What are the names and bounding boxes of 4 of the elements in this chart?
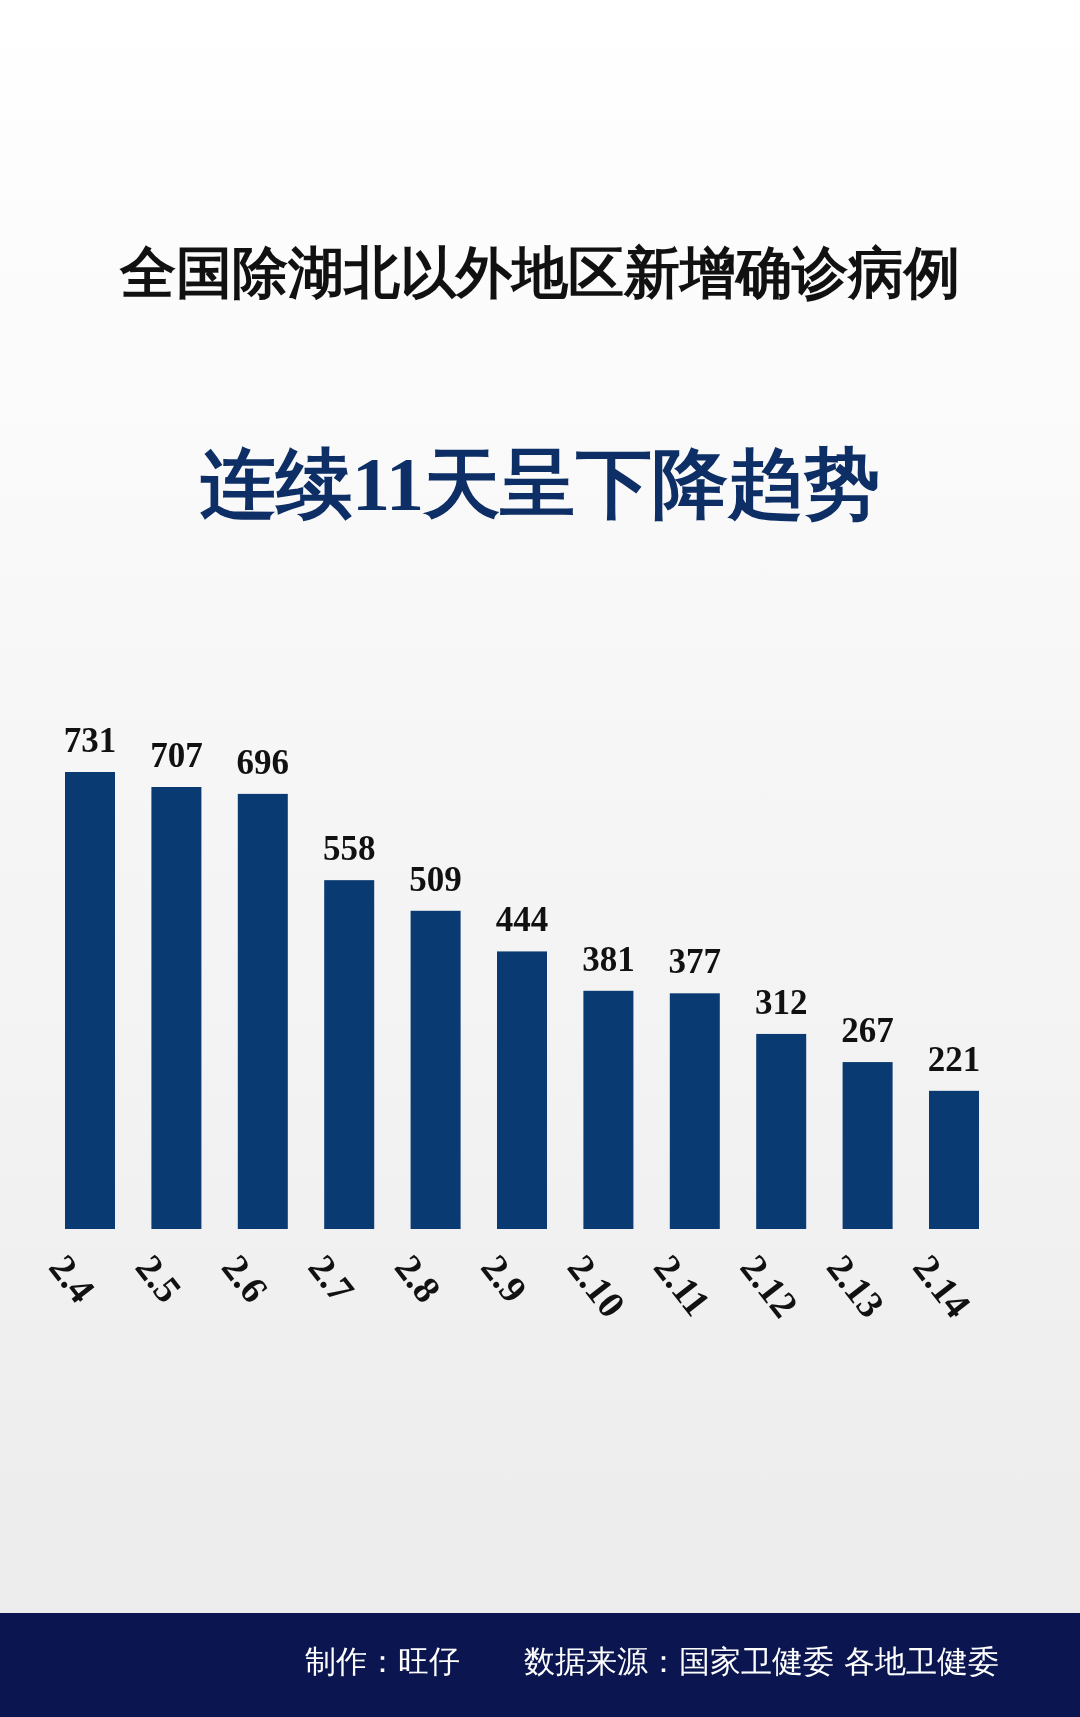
title: 全国除湖北以外地区新增确诊病例 bbox=[120, 242, 960, 304]
annotation: 制作：旺仔 bbox=[305, 1643, 460, 1679]
annotation: 数据来源：国家卫健委 各地卫健委 bbox=[524, 1643, 999, 1679]
subtitle: 连续11天呈下降趋势 bbox=[200, 442, 880, 526]
